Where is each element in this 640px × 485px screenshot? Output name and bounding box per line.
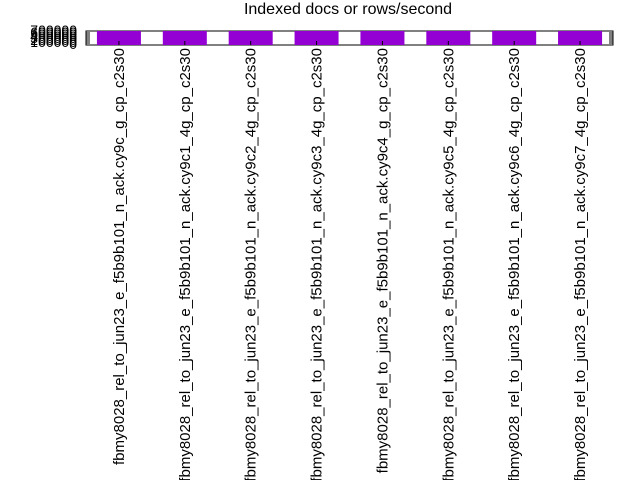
bar — [360, 31, 405, 45]
x-tick-label: fbmy8028_rel_to_jun23_e_f5b9b101_n_ack.c… — [309, 48, 326, 480]
y-tick-label: 300000 — [30, 30, 77, 46]
plot-area — [85, 30, 614, 46]
bar — [96, 31, 141, 45]
chart-title: Indexed docs or rows/second — [244, 1, 452, 18]
y-tick-label: 600000 — [30, 24, 77, 40]
bar — [162, 31, 207, 45]
x-tick-label: fbmy8028_rel_to_jun23_e_f5b9b101_n_ack.c… — [177, 48, 194, 480]
bar — [558, 31, 603, 45]
y-tick-label: 700000 — [30, 22, 77, 38]
y-tick-label: 100000 — [30, 34, 77, 50]
y-tick-label: 400000 — [30, 28, 77, 44]
bar — [294, 31, 339, 45]
x-tick-label: fbmy8028_rel_to_jun23_e_f5b9b101_n_ack.c… — [374, 48, 391, 473]
y-tick-label: 500000 — [30, 26, 77, 42]
x-tick-label: fbmy8028_rel_to_jun23_e_f5b9b101_n_ack.c… — [111, 48, 128, 465]
bar — [492, 31, 537, 45]
bar — [228, 31, 273, 45]
y-axis: 0100000200000300000400000500000600000700… — [30, 22, 613, 52]
x-tick-label: fbmy8028_rel_to_jun23_e_f5b9b101_n_ack.c… — [440, 48, 457, 480]
x-tick-label: fbmy8028_rel_to_jun23_e_f5b9b101_n_ack.c… — [243, 48, 260, 480]
y-tick-label: 200000 — [30, 32, 77, 48]
x-axis: fbmy8028_rel_to_jun23_e_f5b9b101_n_ack.c… — [111, 41, 589, 482]
y-tick-label: 0 — [69, 36, 77, 52]
bar — [426, 31, 471, 45]
plot-border — [85, 30, 614, 46]
x-tick-label: fbmy8028_rel_to_jun23_e_f5b9b101_n_ack.c… — [572, 48, 589, 480]
bars — [96, 31, 603, 45]
x-tick-label: fbmy8028_rel_to_jun23_e_f5b9b101_n_ack.c… — [506, 48, 523, 480]
